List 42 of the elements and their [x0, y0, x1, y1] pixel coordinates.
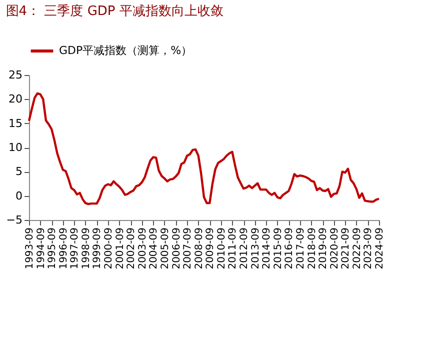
x-tick-label: 2009-09 [205, 228, 216, 270]
line-series [28, 92, 380, 206]
x-tick-label: 2001-09 [114, 228, 126, 270]
y-tick-label: 0 [16, 189, 22, 202]
x-tick-label: 2007-09 [182, 228, 194, 270]
x-tick-label: 2022-09 [352, 228, 363, 270]
legend-label: GDP平减指数（测算，%） [59, 44, 192, 57]
x-tick-label: 2004-09 [148, 228, 160, 270]
x-tick-label: 2023-09 [363, 228, 374, 270]
x-tick-label: 1999-09 [92, 228, 104, 270]
y-tick-label: 20 [8, 92, 22, 106]
x-tick-label: 2003-09 [137, 228, 148, 270]
y-tick-label: −5 [6, 214, 22, 226]
chart-title: 图4： 三季度 GDP 平减指数向上收敛 [6, 3, 224, 19]
x-tick-label: 2015-09 [272, 228, 284, 270]
y-tick-label: 10 [8, 141, 22, 154]
x-tick-label: 1998-09 [80, 228, 92, 270]
x-tick-label: 2020-09 [329, 228, 340, 270]
x-tick-label: 2008-09 [194, 228, 205, 270]
y-tick-label: 15 [8, 116, 22, 130]
x-tick-label: 2002-09 [126, 228, 138, 270]
x-tick-label: 2019-09 [318, 228, 330, 270]
x-tick-label: 1993-09 [24, 228, 36, 270]
x-tick-label: 2021-09 [340, 228, 352, 270]
x-tick-label: 2006-09 [171, 228, 182, 270]
y-tick-label: 5 [16, 165, 22, 178]
x-tick-label: 1994-09 [36, 228, 47, 270]
x-tick-label: 2012-09 [239, 228, 250, 270]
x-tick-label: 2005-09 [160, 228, 171, 270]
x-tick-label: 2016-09 [284, 228, 296, 270]
x-tick-label: 2010-09 [216, 228, 228, 270]
x-tick-label: 2017-09 [295, 228, 306, 270]
x-tick-label: 2014-09 [262, 228, 273, 270]
x-tick-label: 2000-09 [104, 228, 115, 270]
x-tick-label: 1995-09 [47, 228, 58, 270]
x-tick-label: 2018-09 [306, 228, 318, 270]
x-tick-label: 2013-09 [250, 228, 262, 270]
x-tick-label: 1997-09 [70, 228, 81, 270]
x-tick-label: 2011-09 [228, 228, 239, 270]
y-tick-label: 25 [8, 68, 22, 82]
x-tick-label: 1996-09 [58, 228, 70, 270]
x-tick-label: 2024-09 [374, 228, 386, 270]
